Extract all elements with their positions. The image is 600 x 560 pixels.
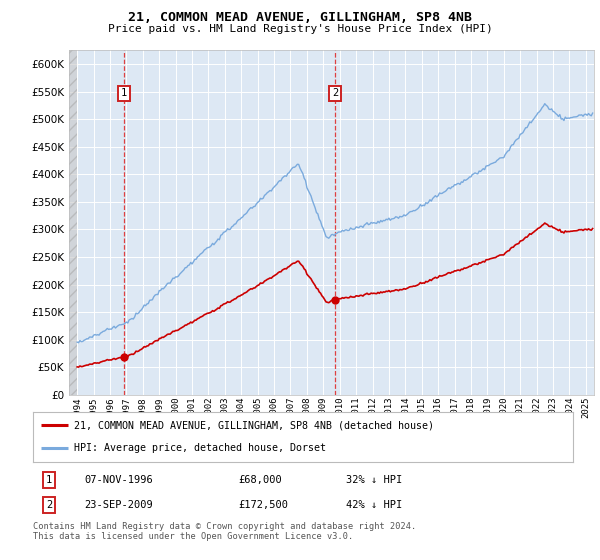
Text: 21, COMMON MEAD AVENUE, GILLINGHAM, SP8 4NB: 21, COMMON MEAD AVENUE, GILLINGHAM, SP8 … [128, 11, 472, 24]
Text: 23-SEP-2009: 23-SEP-2009 [84, 501, 153, 510]
Text: £68,000: £68,000 [238, 475, 282, 485]
Text: £172,500: £172,500 [238, 501, 288, 510]
Text: Contains HM Land Registry data © Crown copyright and database right 2024.
This d: Contains HM Land Registry data © Crown c… [33, 522, 416, 542]
Text: 1: 1 [46, 475, 52, 485]
Text: 2: 2 [332, 88, 338, 99]
Text: 42% ↓ HPI: 42% ↓ HPI [346, 501, 403, 510]
Bar [69, 50, 77, 395]
Text: 32% ↓ HPI: 32% ↓ HPI [346, 475, 403, 485]
Text: 1: 1 [121, 88, 127, 99]
Text: Price paid vs. HM Land Registry's House Price Index (HPI): Price paid vs. HM Land Registry's House … [107, 24, 493, 34]
Text: 2: 2 [46, 501, 52, 510]
Text: 07-NOV-1996: 07-NOV-1996 [84, 475, 153, 485]
Text: HPI: Average price, detached house, Dorset: HPI: Average price, detached house, Dors… [74, 444, 325, 454]
Text: 21, COMMON MEAD AVENUE, GILLINGHAM, SP8 4NB (detached house): 21, COMMON MEAD AVENUE, GILLINGHAM, SP8 … [74, 420, 433, 430]
